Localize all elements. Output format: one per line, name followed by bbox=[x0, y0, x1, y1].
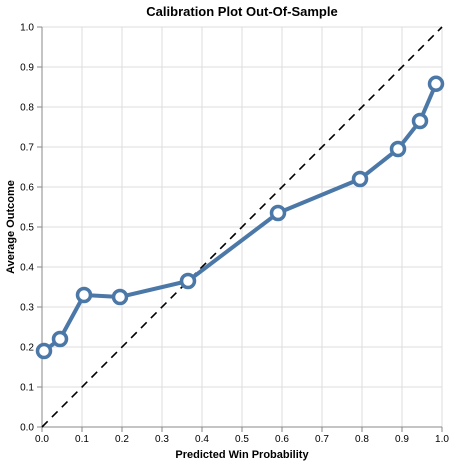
y-tick-label: 0.7 bbox=[20, 143, 34, 154]
x-tick-label: 0.9 bbox=[395, 434, 409, 445]
perfect-calibration-line bbox=[41, 26, 443, 428]
data-point bbox=[111, 288, 129, 306]
data-point bbox=[51, 330, 69, 348]
data-point bbox=[269, 204, 287, 222]
x-tick-label: 1.0 bbox=[435, 434, 449, 445]
x-tick-label: 0.5 bbox=[235, 434, 249, 445]
data-point bbox=[35, 342, 53, 360]
y-axis-label: Average Outcome bbox=[5, 180, 17, 274]
x-tick-label: 0.8 bbox=[355, 434, 369, 445]
y-tick-label: 0.8 bbox=[20, 103, 34, 114]
y-tick-label: 1.0 bbox=[20, 23, 34, 34]
y-tick-label: 0.9 bbox=[20, 63, 34, 74]
data-point bbox=[427, 75, 445, 93]
reference-layer bbox=[41, 26, 443, 428]
y-tick-label: 0.2 bbox=[20, 343, 34, 354]
y-tick-label: 0.4 bbox=[20, 263, 34, 274]
x-tick-label: 0.1 bbox=[75, 434, 89, 445]
x-tick-label: 0.4 bbox=[195, 434, 209, 445]
data-point bbox=[411, 112, 429, 130]
y-tick-label: 0.1 bbox=[20, 383, 34, 394]
data-point bbox=[75, 286, 93, 304]
y-tick-label: 0.6 bbox=[20, 183, 34, 194]
axes-layer: 0.0 0.1 0.2 0.3 0.4 0.5 0.6 0.7 0.8 0.9 1.0 0.0 0.1 0… bbox=[20, 23, 449, 446]
x-tick-label: 0.7 bbox=[315, 434, 329, 445]
y-tick-label: 0.3 bbox=[20, 303, 34, 314]
series-line bbox=[42, 81, 438, 353]
y-tick-label: 0.5 bbox=[20, 223, 34, 234]
x-tick-label: 0.0 bbox=[35, 434, 49, 445]
data-point bbox=[351, 170, 369, 188]
y-tick-label: 0.0 bbox=[20, 423, 34, 434]
series-layer bbox=[35, 75, 445, 360]
data-point bbox=[389, 140, 407, 158]
x-tick-label: 0.3 bbox=[155, 434, 169, 445]
chart-title: Calibration Plot Out-Of-Sample bbox=[146, 4, 337, 19]
x-tick-label: 0.6 bbox=[275, 434, 289, 445]
x-tick-label: 0.2 bbox=[115, 434, 129, 445]
x-axis-label: Predicted Win Probability bbox=[175, 449, 309, 461]
data-point bbox=[179, 272, 197, 290]
